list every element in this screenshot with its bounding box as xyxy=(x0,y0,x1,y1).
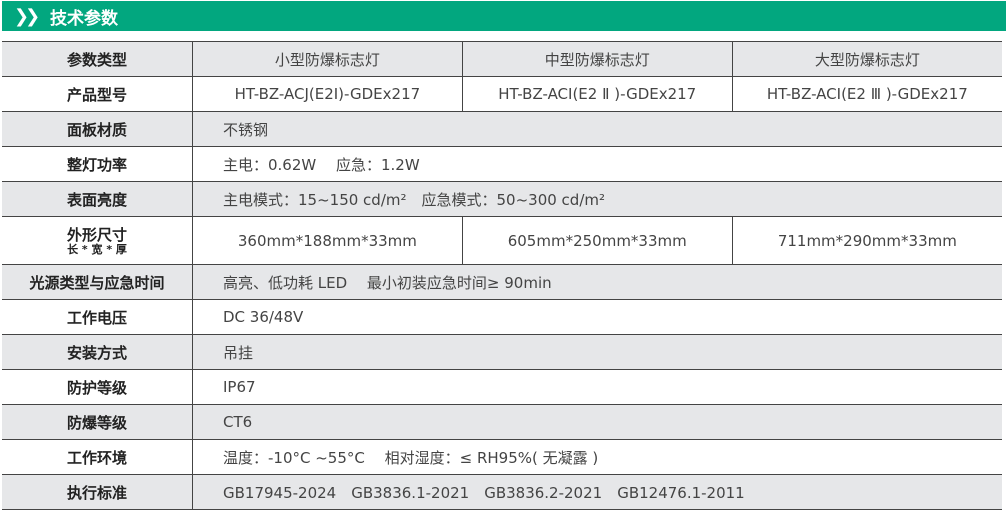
spec-table: 参数类型 小型防爆标志灯 中型防爆标志灯 大型防爆标志灯 产品型号 HT-BZ-… xyxy=(2,41,1002,510)
table-row: 工作环境 温度：-10°C ~55°C 相对湿度：≤ RH95%( 无凝露 ) xyxy=(2,439,1002,475)
row-label-main: 外形尺寸 xyxy=(66,225,127,244)
row-label: 光源类型与应急时间 xyxy=(2,264,193,300)
table-row: 表面亮度 主电模式：15~150 cd/m² 应急模式：50~300 cd/m² xyxy=(2,181,1002,217)
cell: HT-BZ-ACI(E2 Ⅲ )-GDEx217 xyxy=(731,76,1002,112)
row-label: 面板材质 xyxy=(2,111,193,147)
row-label: 防爆等级 xyxy=(2,404,193,440)
table-row: 光源类型与应急时间 高亮、低功耗 LED 最小初装应急时间≥ 90min xyxy=(2,264,1002,300)
row-label: 防护等级 xyxy=(2,369,193,405)
cell: 温度：-10°C ~55°C 相对湿度：≤ RH95%( 无凝露 ) xyxy=(192,439,1002,475)
cell: 吊挂 xyxy=(192,334,1002,370)
cell: 605mm*250mm*33mm xyxy=(461,216,733,265)
section-title: 技术参数 xyxy=(50,8,118,29)
table-row: 执行标准 GB17945-2024 GB3836.1-2021 GB3836.2… xyxy=(2,474,1002,510)
cell: 主电模式：15~150 cd/m² 应急模式：50~300 cd/m² xyxy=(192,181,1002,217)
cell: CT6 xyxy=(192,404,1002,440)
section-header: ❯❯ 技术参数 xyxy=(2,1,1006,31)
row-label: 工作电压 xyxy=(2,299,193,335)
cell: 360mm*188mm*33mm xyxy=(192,216,463,265)
table-row: 安装方式 吊挂 xyxy=(2,334,1002,370)
cell: 主电：0.62W 应急：1.2W xyxy=(192,146,1002,182)
cell: GB17945-2024 GB3836.1-2021 GB3836.2-2021… xyxy=(192,474,1002,510)
row-label: 整灯功率 xyxy=(2,146,193,182)
cell: 高亮、低功耗 LED 最小初装应急时间≥ 90min xyxy=(192,264,1002,300)
row-label-sub: 长 * 宽 * 厚 xyxy=(67,242,127,256)
row-label: 产品型号 xyxy=(2,76,193,112)
cell: HT-BZ-ACI(E2 Ⅱ )-GDEx217 xyxy=(461,76,733,112)
cell: 711mm*290mm*33mm xyxy=(731,216,1002,265)
cell: 中型防爆标志灯 xyxy=(461,41,733,77)
cell: HT-BZ-ACJ(E2I)-GDEx217 xyxy=(192,76,463,112)
row-label: 工作环境 xyxy=(2,439,193,475)
cell: DC 36/48V xyxy=(192,299,1002,335)
row-label: 表面亮度 xyxy=(2,181,193,217)
row-label: 参数类型 xyxy=(2,41,193,77)
cell: 大型防爆标志灯 xyxy=(731,41,1002,77)
table-row: 防爆等级 CT6 xyxy=(2,404,1002,440)
table-row: 工作电压 DC 36/48V xyxy=(2,299,1002,335)
table-row: 产品型号 HT-BZ-ACJ(E2I)-GDEx217 HT-BZ-ACI(E2… xyxy=(2,76,1002,112)
table-row: 参数类型 小型防爆标志灯 中型防爆标志灯 大型防爆标志灯 xyxy=(2,41,1002,77)
cell: IP67 xyxy=(192,369,1002,405)
double-chevron-right-icon: ❯❯ xyxy=(14,5,40,27)
row-label: 安装方式 xyxy=(2,334,193,370)
table-row: 外形尺寸 长 * 宽 * 厚 360mm*188mm*33mm 605mm*25… xyxy=(2,216,1002,265)
cell: 小型防爆标志灯 xyxy=(192,41,463,77)
table-row: 整灯功率 主电：0.62W 应急：1.2W xyxy=(2,146,1002,182)
table-row: 防护等级 IP67 xyxy=(2,369,1002,405)
row-label: 外形尺寸 长 * 宽 * 厚 xyxy=(2,216,193,265)
cell: 不锈钢 xyxy=(192,111,1002,147)
row-label: 执行标准 xyxy=(2,474,193,510)
table-row: 面板材质 不锈钢 xyxy=(2,111,1002,147)
